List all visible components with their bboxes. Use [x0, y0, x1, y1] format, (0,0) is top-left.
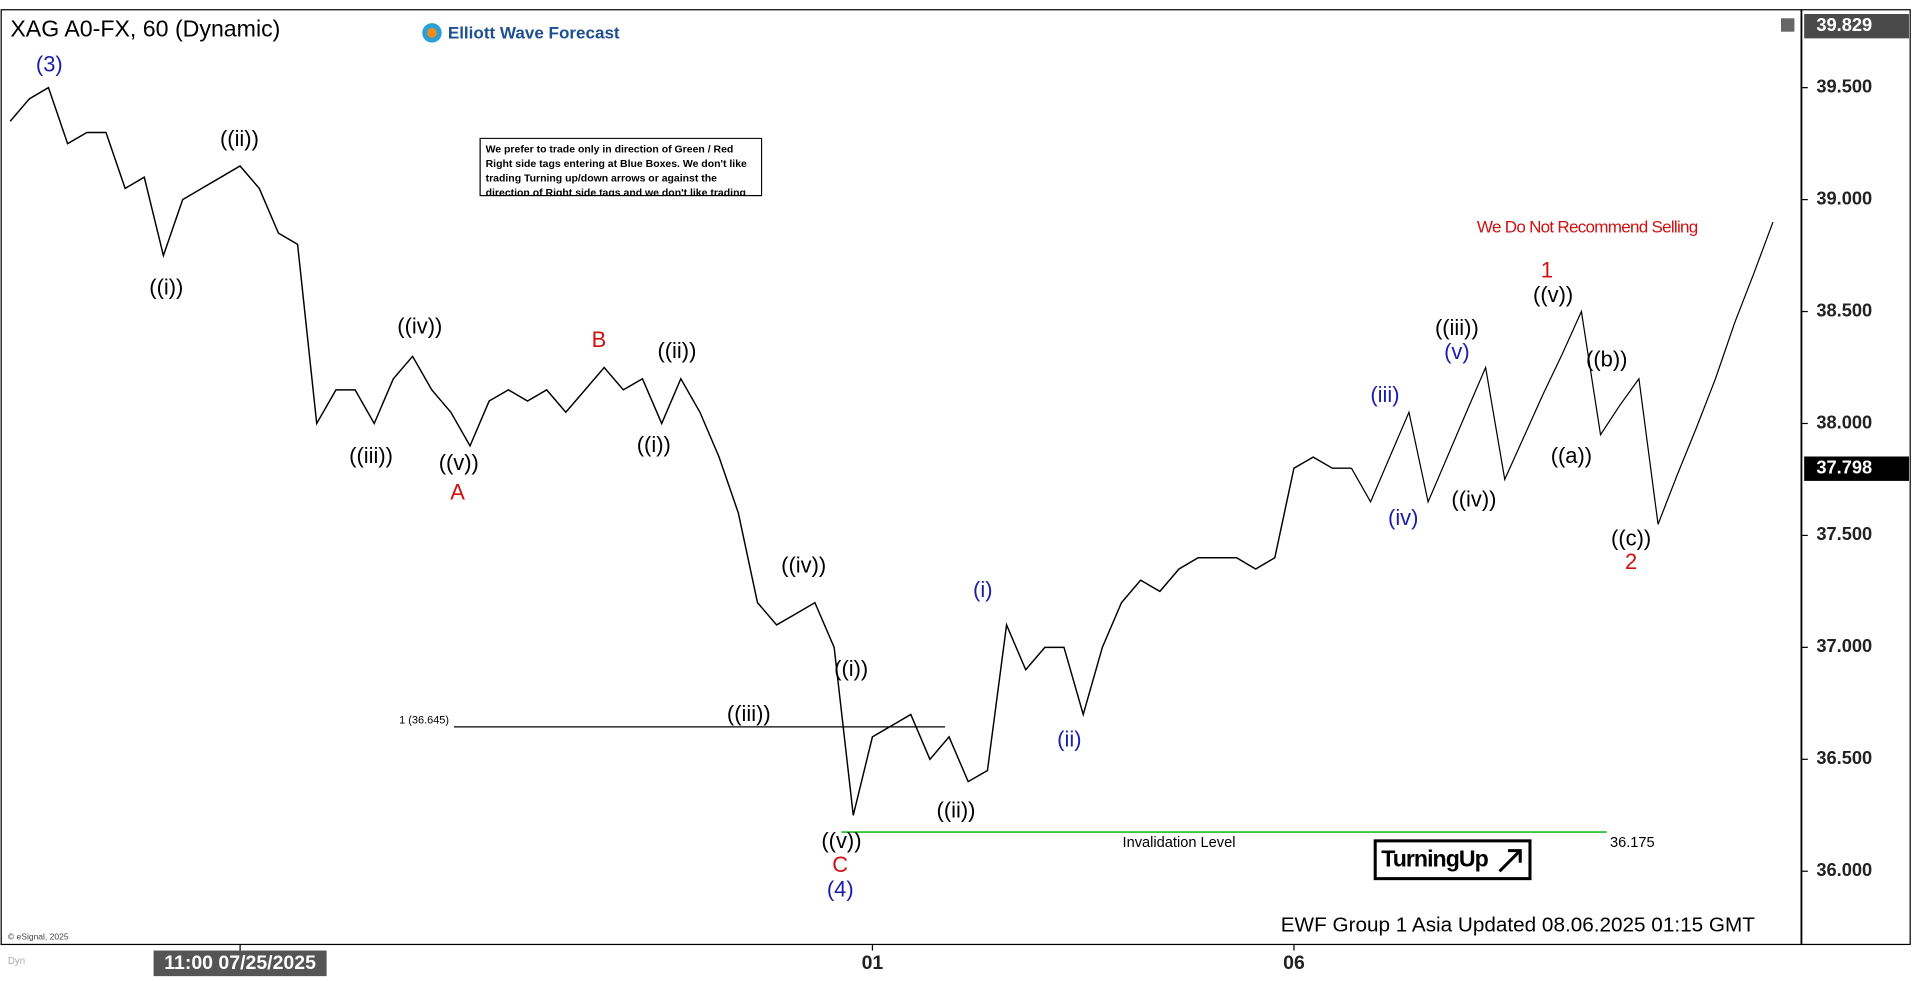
wave-label: 2	[1625, 549, 1637, 574]
wave-label: ((c))	[1611, 526, 1651, 551]
last-price-box	[1804, 456, 1909, 481]
invalidation-value: 36.175	[1610, 835, 1655, 851]
signal-arrow	[1498, 849, 1522, 873]
last-price-label: 37.798	[1816, 457, 1872, 478]
copyright: © eSignal, 2025	[8, 931, 69, 941]
y-tick-label: 39.000	[1816, 187, 1872, 208]
wave-label: ((ii))	[657, 338, 696, 363]
wave-label: ((iv))	[781, 552, 826, 577]
note-box: We prefer to trade only in direction of …	[479, 137, 763, 197]
y-tick-label: 38.500	[1816, 299, 1872, 320]
wave-label: (3)	[36, 52, 63, 77]
wave-label: ((b))	[1586, 347, 1627, 372]
wave-label: A	[450, 479, 465, 504]
footer: EWF Group 1 Asia Updated 08.06.2025 01:1…	[1281, 914, 1755, 937]
x-tick-label: 11:00 07/25/2025	[164, 952, 316, 974]
logo-text: Elliott Wave Forecast	[448, 24, 620, 43]
x-tick-label: 06	[1283, 952, 1305, 974]
y-tick-label: 37.500	[1816, 523, 1872, 544]
cursor-date-box	[153, 950, 327, 977]
wave-label: ((i))	[637, 432, 671, 457]
wave-label: 1	[1541, 258, 1553, 283]
wave-label: ((ii))	[220, 126, 259, 151]
wave-label: ((a))	[1551, 443, 1592, 468]
y-tick-label: 36.000	[1816, 859, 1872, 880]
high-price-box	[1804, 14, 1909, 39]
wave-label: ((iii))	[727, 701, 771, 726]
wave-label: ((i))	[834, 656, 868, 681]
wave-label: (v)	[1444, 339, 1470, 364]
wave-label: ((ii))	[937, 797, 976, 822]
y-tick-label: 37.000	[1816, 635, 1872, 656]
wave-label: ((iv))	[397, 314, 442, 339]
wave-label: C	[832, 852, 848, 877]
wave-label: (iv)	[1388, 505, 1418, 530]
high-price-label: 39.829	[1816, 14, 1872, 35]
wave-label: ((iii))	[1435, 315, 1479, 340]
wave-label: (i)	[973, 577, 992, 602]
wave-label: ((v))	[1533, 282, 1573, 307]
plot-frame	[0, 9, 1802, 946]
signal-box	[1373, 839, 1532, 881]
wave-label: B	[592, 327, 607, 352]
projection-line	[1350, 221, 1774, 525]
wave-label: ((i))	[149, 275, 183, 300]
wave-label: (ii)	[1057, 727, 1081, 752]
y-tick-label: 39.500	[1816, 75, 1872, 96]
warning-text: We Do Not Recommend Selling	[1477, 217, 1698, 236]
note-box-wrap: We prefer to trade only in direction of …	[479, 137, 763, 197]
price-line	[9, 86, 1352, 816]
corner-label: Dyn	[8, 956, 25, 967]
y-tick-label: 38.000	[1816, 411, 1872, 432]
chart-title: XAG A0-FX, 60 (Dynamic)	[10, 16, 280, 42]
window-icon	[1781, 18, 1795, 32]
wave-label: ((v))	[439, 450, 479, 475]
wave-label: (4)	[827, 877, 854, 902]
fib-label: 1 (36.645)	[399, 715, 449, 727]
wave-label: (iii)	[1370, 382, 1399, 407]
signal-text: TurningUp	[1381, 845, 1488, 871]
y-tick-label: 36.500	[1816, 747, 1872, 768]
wave-label: ((iii))	[349, 443, 393, 468]
logo-icon-center	[427, 28, 437, 38]
invalidation-label: Invalidation Level	[1123, 835, 1236, 851]
wave-label: ((v))	[821, 828, 861, 853]
x-tick-label: 01	[862, 952, 884, 974]
wave-label: ((iv))	[1451, 487, 1496, 512]
